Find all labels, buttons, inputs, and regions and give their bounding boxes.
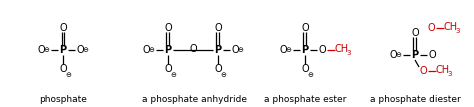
Text: ⊖: ⊖	[170, 72, 176, 78]
Text: ⊖: ⊖	[307, 72, 313, 78]
Text: O: O	[59, 23, 67, 33]
Text: ⊖: ⊖	[148, 47, 154, 53]
Text: P: P	[411, 50, 419, 60]
Text: O: O	[76, 45, 84, 55]
Text: O: O	[164, 64, 172, 74]
Text: O: O	[214, 23, 222, 33]
Text: O: O	[428, 50, 436, 60]
Text: ⊖: ⊖	[43, 47, 49, 53]
Text: 3: 3	[448, 71, 452, 77]
Text: O: O	[37, 45, 45, 55]
Text: ⊖: ⊖	[220, 72, 226, 78]
Text: O: O	[214, 64, 222, 74]
Text: O: O	[301, 23, 309, 33]
Text: ⊖: ⊖	[395, 52, 401, 58]
Text: CH: CH	[444, 22, 458, 32]
Text: ⊖: ⊖	[285, 47, 291, 53]
Text: P: P	[164, 45, 172, 55]
Text: P: P	[59, 45, 66, 55]
Text: O: O	[231, 45, 239, 55]
Text: 3: 3	[456, 28, 460, 34]
Text: O: O	[301, 64, 309, 74]
Text: O: O	[189, 44, 197, 54]
Text: ⊖: ⊖	[65, 72, 71, 78]
Text: CH: CH	[335, 44, 349, 54]
Text: O: O	[389, 50, 397, 60]
Text: O: O	[142, 45, 150, 55]
Text: P: P	[301, 45, 309, 55]
Text: O: O	[279, 45, 287, 55]
Text: ⊖: ⊖	[82, 47, 88, 53]
Text: O: O	[419, 66, 427, 76]
Text: ⊖: ⊖	[237, 47, 243, 53]
Text: a phosphate anhydride: a phosphate anhydride	[143, 94, 247, 103]
Text: phosphate: phosphate	[39, 94, 87, 103]
Text: O: O	[59, 64, 67, 74]
Text: O: O	[164, 23, 172, 33]
Text: O: O	[411, 28, 419, 38]
Text: O: O	[318, 45, 326, 55]
Text: O: O	[427, 23, 435, 33]
Text: 3: 3	[347, 50, 351, 56]
Text: P: P	[214, 45, 221, 55]
Text: CH: CH	[436, 65, 450, 75]
Text: a phosphate diester: a phosphate diester	[370, 94, 460, 103]
Text: a phosphate ester: a phosphate ester	[264, 94, 346, 103]
